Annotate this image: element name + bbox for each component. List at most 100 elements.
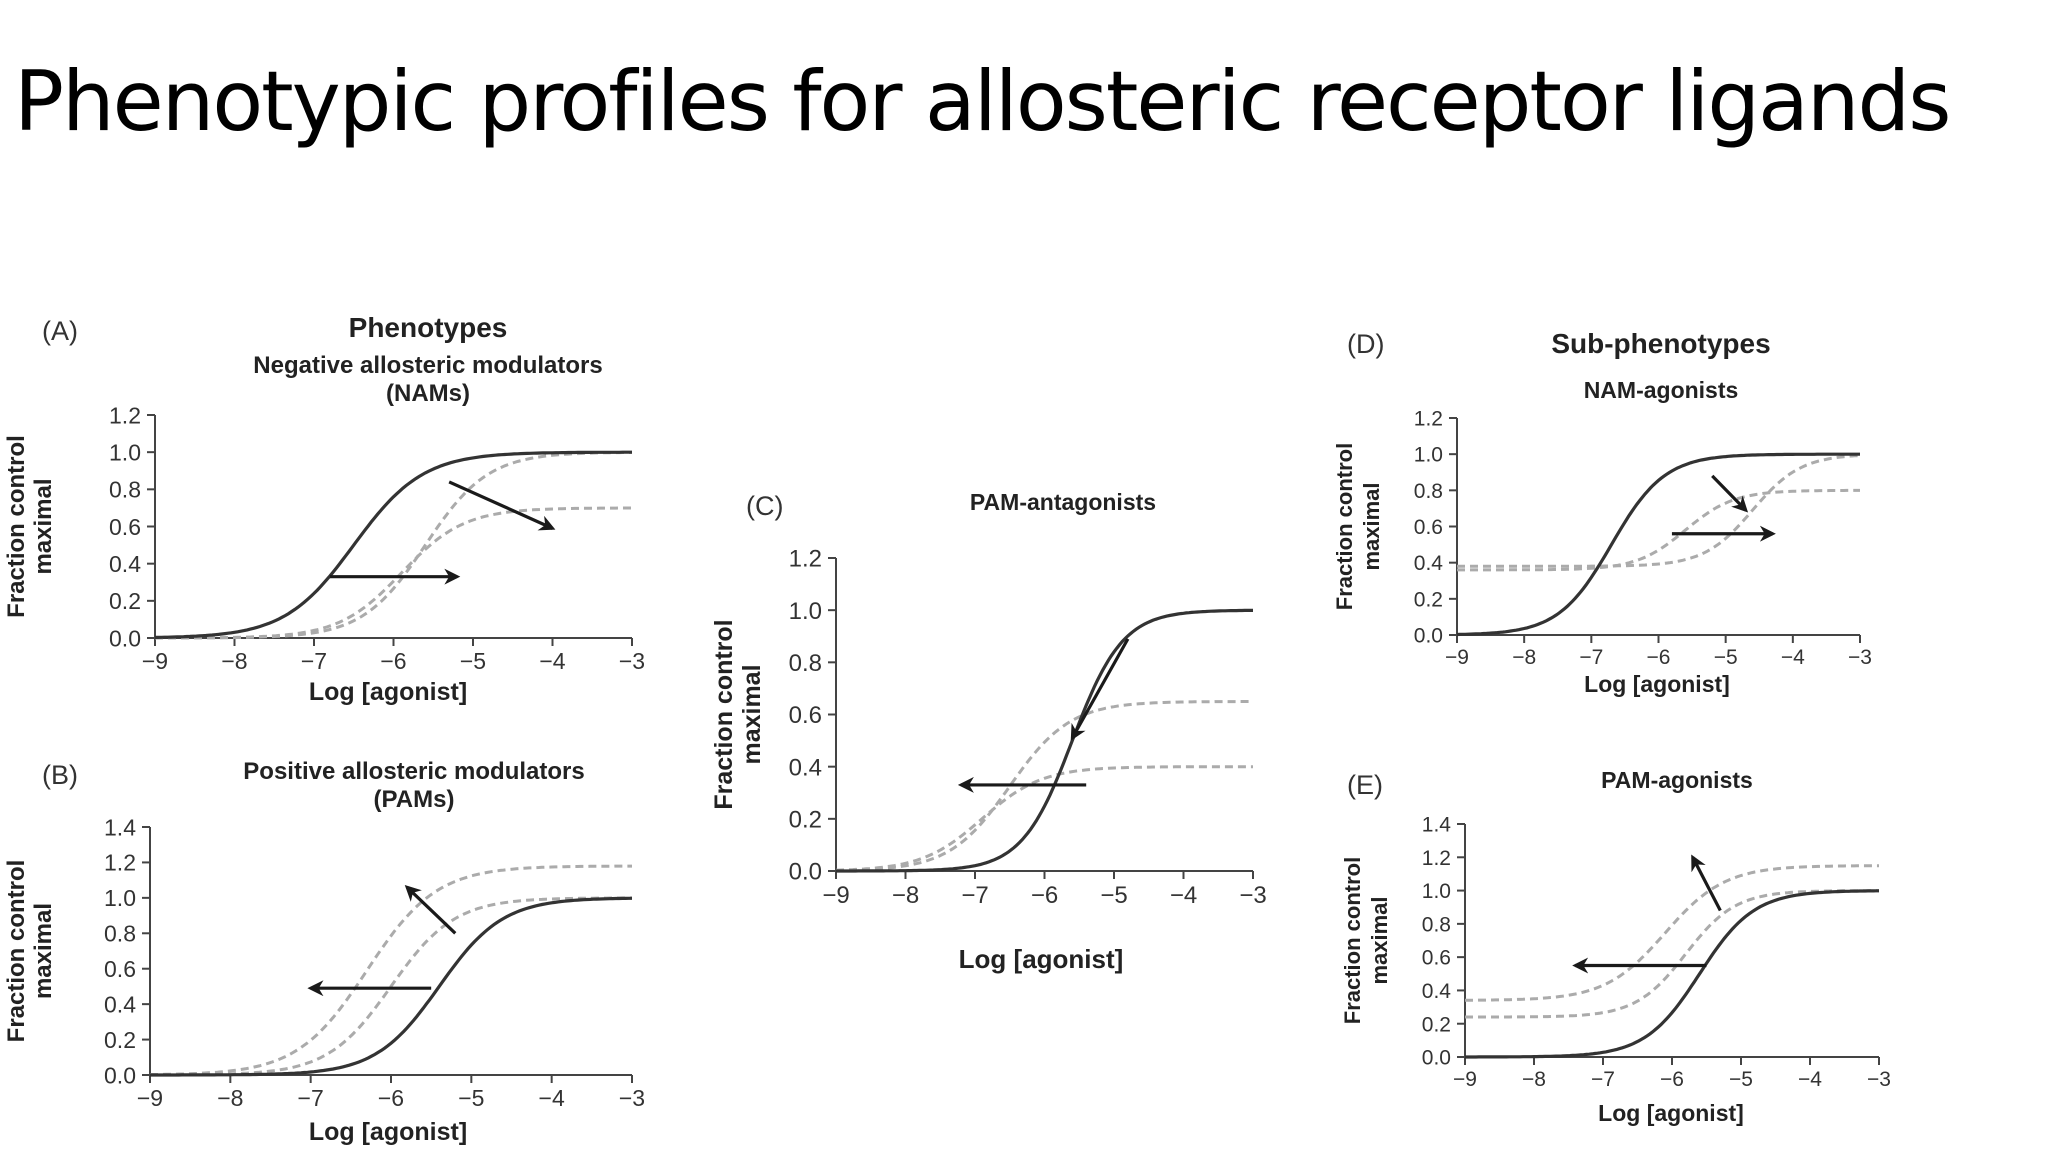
y-axis-label-line2: maximal [1367,896,1392,984]
x-tick-label: −6 [1660,1068,1684,1091]
modulated-curve-dashed-a-1 [155,450,633,640]
modulated-curve-dashed-b-2 [150,896,633,1077]
x-tick-label: −7 [1591,1068,1615,1091]
y-tick-label: 0.2 [104,1027,136,1053]
modulated-curve-dashed-d-1 [1457,454,1861,568]
y-axis-label: Fraction control [1332,443,1357,610]
modulated-curve-dashed-a-2 [155,506,632,640]
y-tick-label: 0.0 [1414,625,1443,648]
y-tick-label: 1.0 [1414,444,1443,467]
y-tick-label: 0.4 [1414,552,1444,575]
panel-letter-c: (C) [746,491,783,521]
y-tick-label: 1.0 [1422,880,1451,903]
y-tick-label: 0.6 [1422,947,1451,970]
x-tick-label: −4 [539,648,565,674]
y-tick-label: 0.0 [104,1062,136,1088]
x-tick-label: −7 [301,648,327,674]
y-tick-label: 1.2 [109,402,141,428]
x-tick-label: −6 [1031,882,1058,909]
modulated-curve-dashed-b-1 [149,864,632,1077]
modulated-curve-dashed-e-1 [1465,864,1879,1002]
control-curve-solid-b-0 [150,896,632,1077]
x-axis-label: Log [agonist] [309,678,467,706]
chart-panel-b: (B) Positive allosteric modulators(PAMs) 0… [3,758,645,1146]
modulated-curve-dashed-c-2 [835,765,1253,872]
control-curve-solid-a-0 [155,450,632,639]
x-tick-label: −9 [137,1085,163,1111]
y-tick-label: 0.6 [109,514,141,540]
x-tick-label: −5 [1729,1068,1753,1091]
modulated-curve-dashed-d-2 [1457,488,1860,572]
control-curve-solid-e-0 [1465,889,1879,1059]
slide-title: Phenotypic profiles for allosteric recep… [14,53,1951,150]
x-tick-label: −3 [619,648,645,674]
y-axis-label: Fraction control [3,860,30,1043]
y-axis-label-line2: maximal [30,478,57,574]
x-tick-label: −4 [1781,646,1805,669]
x-tick-label: −8 [1512,646,1536,669]
y-tick-label: 0.2 [1414,588,1443,611]
x-axis-label: Log [agonist] [959,944,1124,974]
panel-title-c: PAM-antagonists [970,489,1156,515]
panel-letter-a: (A) [42,316,78,346]
y-axis-label: Fraction control [710,619,738,809]
panel-title-a: Negative allosteric modulators [253,352,602,379]
shift-arrow-d-0 [1711,474,1749,513]
x-tick-label: −3 [1848,646,1872,669]
x-tick-label: −6 [380,648,406,674]
panel-title-d: NAM-agonists [1584,377,1739,403]
x-tick-label: −4 [539,1085,565,1111]
x-tick-label: −7 [1579,646,1603,669]
y-axis-label-line2: maximal [30,903,57,999]
chart-panel-e: (E) PAM-agonists 0.0 0.2 0.4 0.6 0.8 1.0 1.2 1.4 −… [1340,767,1891,1126]
y-tick-label: 1.0 [104,885,136,911]
x-tick-label: −6 [378,1085,404,1111]
x-tick-label: −7 [298,1085,324,1111]
x-axis-label: Log [agonist] [309,1118,467,1146]
x-tick-label: −5 [1714,646,1738,669]
panel-letter-e: (E) [1347,770,1383,800]
y-tick-label: 0.4 [1422,980,1452,1003]
shift-arrow-c-0 [1070,638,1130,741]
x-tick-label: −9 [142,648,168,674]
chart-panel-a: (A) Negative allosteric modulators(NAMs) 0… [3,316,645,706]
y-tick-label: 0.8 [1414,480,1443,503]
x-tick-label: −8 [1522,1068,1546,1091]
panel-letter-d: (D) [1347,329,1384,359]
x-tick-label: −8 [892,882,919,909]
control-curve-solid-d-0 [1456,452,1860,637]
y-tick-label: 1.2 [1422,847,1451,870]
y-axis-label-line2: maximal [1359,482,1384,570]
y-tick-label: 1.0 [109,439,141,465]
y-tick-label: 0.0 [109,625,141,651]
y-tick-label: 0.2 [789,806,822,833]
y-tick-label: 1.2 [104,850,136,876]
y-tick-label: 0.0 [789,859,822,886]
x-tick-label: −9 [822,882,849,909]
panel-title-b: Positive allosteric modulators [243,758,584,785]
x-tick-label: −3 [619,1085,645,1111]
control-curve-solid-c-0 [836,608,1253,873]
y-axis-label-line2: maximal [738,664,766,764]
y-tick-label: 0.2 [1422,1013,1451,1036]
modulated-curve-dashed-e-2 [1465,889,1879,1019]
y-tick-label: 0.8 [109,477,141,503]
y-axis-label: Fraction control [3,435,30,618]
heading-phenotypes: Phenotypes [349,312,508,343]
panel-title-e: PAM-agonists [1601,767,1753,793]
x-axis-label: Log [agonist] [1598,1100,1744,1126]
y-tick-label: 0.6 [1414,516,1443,539]
panel-subtitle-a: (NAMs) [386,380,470,407]
y-tick-label: 0.8 [789,650,822,677]
y-tick-label: 1.4 [1422,814,1452,837]
y-tick-label: 1.2 [1414,408,1443,431]
x-tick-label: −4 [1798,1068,1822,1091]
y-tick-label: 0.8 [1422,913,1451,936]
x-tick-label: −7 [961,882,988,909]
y-axis-label: Fraction control [1340,857,1365,1024]
y-tick-label: 0.6 [104,956,136,982]
x-tick-label: −9 [1453,1068,1477,1091]
y-tick-label: 1.0 [789,598,822,625]
x-tick-label: −4 [1170,882,1197,909]
